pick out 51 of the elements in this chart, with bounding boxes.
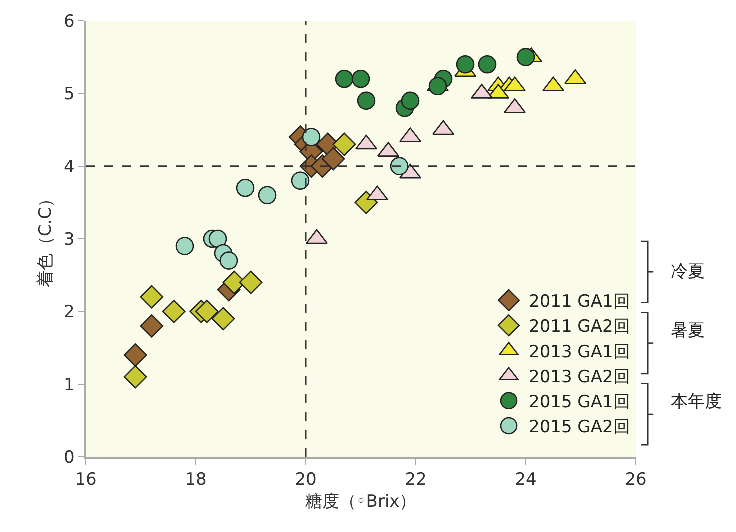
point (176, 237, 194, 256)
y-tick-label: 4 (64, 157, 75, 178)
point (390, 157, 409, 176)
point (335, 70, 354, 88)
x-tick-label: 16 (75, 470, 97, 490)
legend-label: 2013 GA2回 (529, 367, 630, 388)
point (516, 48, 536, 66)
point (401, 92, 420, 110)
point (302, 128, 321, 146)
point (478, 55, 497, 74)
point (428, 77, 448, 96)
text: 暑夏 (671, 321, 705, 341)
point (354, 190, 378, 214)
point (322, 147, 346, 171)
legend-label: 2015 GA2回 (529, 418, 630, 438)
legend-label: 2011 GA1回 (529, 292, 630, 312)
point (258, 186, 277, 205)
x-tick-label: 18 (185, 470, 207, 490)
legend-label: 2013 GA1回 (529, 342, 630, 362)
point (124, 344, 148, 367)
point (220, 252, 238, 270)
text: 本年度 (671, 392, 722, 412)
point (140, 314, 164, 338)
point (291, 172, 310, 190)
y-tick-label: 2 (64, 302, 75, 323)
point (239, 270, 263, 294)
point (236, 178, 255, 198)
text: 冷夏 (671, 262, 705, 282)
x-tick-label: 24 (515, 470, 537, 490)
x-tick-label: 22 (405, 470, 427, 490)
y-tick-label: 3 (64, 230, 75, 250)
point (332, 132, 356, 156)
point (140, 285, 164, 309)
point (124, 365, 148, 389)
x-axis-title: 糖度（◦Brix） (305, 492, 417, 512)
point (357, 92, 376, 110)
point (162, 300, 186, 324)
y-tick-label: 1 (64, 375, 75, 396)
point (212, 307, 236, 331)
y-tick-label: 5 (64, 84, 75, 105)
point (456, 55, 475, 74)
x-tick-label: 20 (295, 470, 317, 490)
point (352, 70, 370, 88)
y-tick-label: 6 (64, 12, 75, 32)
y-axis-title: 着色（C.C） (36, 190, 56, 288)
point (195, 300, 219, 324)
y-tick-label: 0 (64, 448, 75, 468)
point (208, 230, 228, 248)
legend-label: 2011 GA2回 (529, 317, 630, 338)
legend-label: 2015 GA1回 (529, 392, 630, 412)
x-tick-label: 26 (625, 470, 647, 490)
